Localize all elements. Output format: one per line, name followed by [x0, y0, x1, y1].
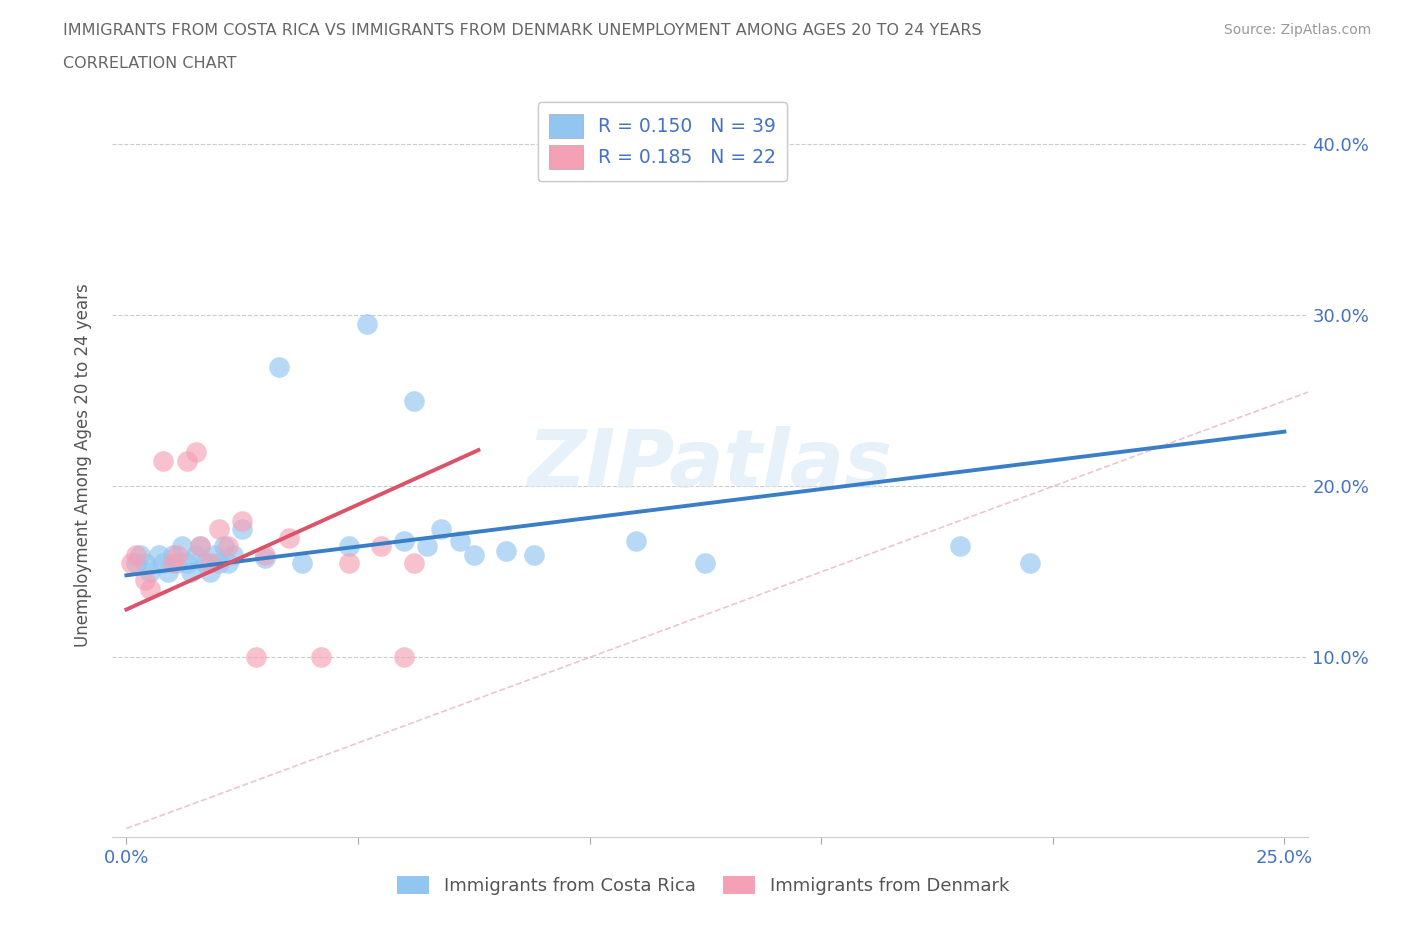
Point: [120, 556, 142, 571]
Point: [222, 548, 245, 563]
Point: [208, 556, 231, 571]
Point: [309, 650, 332, 665]
Point: [695, 556, 717, 571]
Point: [463, 548, 485, 563]
Point: [430, 522, 453, 537]
Point: [394, 650, 416, 665]
Point: [184, 548, 207, 563]
Point: [231, 522, 253, 537]
Y-axis label: Unemployment Among Ages 20 to 24 years: Unemployment Among Ages 20 to 24 years: [73, 283, 91, 647]
Point: [152, 453, 174, 468]
Point: [254, 548, 277, 563]
Point: [208, 522, 231, 537]
Point: [134, 556, 156, 571]
Point: [402, 556, 425, 571]
Point: [217, 556, 239, 571]
Text: IMMIGRANTS FROM COSTA RICA VS IMMIGRANTS FROM DENMARK UNEMPLOYMENT AMONG AGES 20: IMMIGRANTS FROM COSTA RICA VS IMMIGRANTS…: [63, 23, 981, 38]
Point: [124, 556, 146, 571]
Point: [134, 573, 156, 588]
Legend: R = 0.150   N = 39, R = 0.185   N = 22: R = 0.150 N = 39, R = 0.185 N = 22: [537, 102, 787, 180]
Point: [198, 556, 221, 571]
Point: [370, 538, 392, 553]
Point: [138, 565, 160, 579]
Point: [394, 534, 416, 549]
Point: [176, 556, 198, 571]
Point: [166, 548, 188, 563]
Point: [198, 565, 221, 579]
Point: [402, 393, 425, 408]
Point: [180, 565, 202, 579]
Point: [166, 556, 188, 571]
Text: CORRELATION CHART: CORRELATION CHART: [63, 56, 236, 71]
Point: [129, 548, 152, 563]
Point: [184, 445, 207, 459]
Point: [291, 556, 314, 571]
Point: [949, 538, 972, 553]
Point: [138, 581, 160, 596]
Point: [495, 544, 517, 559]
Point: [148, 548, 170, 563]
Point: [245, 650, 267, 665]
Point: [1018, 556, 1040, 571]
Point: [152, 556, 174, 571]
Point: [277, 530, 299, 545]
Point: [157, 565, 180, 579]
Point: [416, 538, 439, 553]
Point: [212, 538, 235, 553]
Point: [202, 548, 225, 563]
Point: [523, 548, 546, 563]
Point: [231, 513, 253, 528]
Point: [190, 538, 212, 553]
Point: [337, 556, 360, 571]
Point: [624, 534, 647, 549]
Point: [254, 551, 277, 565]
Point: [356, 316, 378, 331]
Text: Source: ZipAtlas.com: Source: ZipAtlas.com: [1223, 23, 1371, 37]
Point: [269, 359, 291, 374]
Point: [190, 538, 212, 553]
Point: [162, 548, 184, 563]
Text: ZIPatlas: ZIPatlas: [527, 426, 893, 504]
Point: [176, 453, 198, 468]
Point: [337, 538, 360, 553]
Point: [124, 548, 146, 563]
Point: [217, 538, 239, 553]
Point: [170, 538, 193, 553]
Point: [194, 556, 217, 571]
Point: [449, 534, 471, 549]
Legend: Immigrants from Costa Rica, Immigrants from Denmark: Immigrants from Costa Rica, Immigrants f…: [389, 869, 1017, 902]
Point: [162, 556, 184, 571]
